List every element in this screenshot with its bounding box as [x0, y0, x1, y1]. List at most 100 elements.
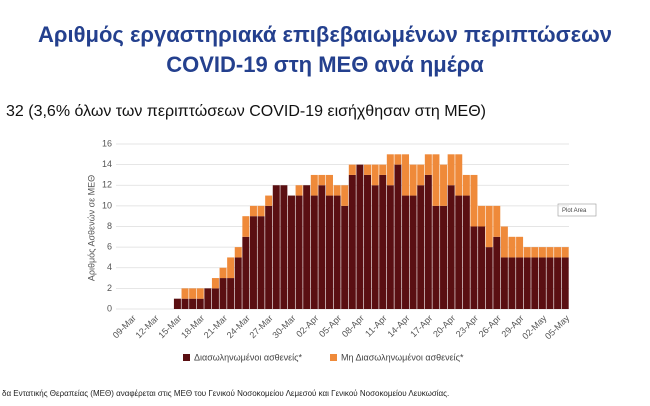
bar-segment — [409, 164, 417, 196]
legend-swatch — [330, 354, 337, 361]
x-tick-label: 11-Apr — [363, 313, 389, 339]
bar-segment — [538, 247, 546, 258]
legend-swatch — [183, 354, 190, 361]
bar-segment — [234, 257, 242, 309]
chart-title: Αριθμός εργαστηριακά επιβεβαιωμένων περι… — [38, 22, 612, 47]
bar-segment — [440, 164, 448, 206]
bar-segment — [196, 288, 204, 299]
bar-segment — [379, 174, 387, 309]
bar-segment — [280, 185, 288, 309]
bar-segment — [189, 298, 197, 309]
bar-segment — [227, 278, 235, 309]
bar-segment — [447, 154, 455, 186]
y-axis-label: Αριθμός Ασθενών σε ΜΕΘ — [86, 175, 96, 281]
bar-segment — [189, 288, 197, 299]
bar-segment — [485, 247, 493, 309]
x-tick-label: 05-Apr — [317, 313, 343, 339]
bar-segment — [386, 154, 394, 186]
bar-segment — [318, 185, 326, 309]
y-tick-label: 0 — [107, 303, 112, 313]
chart-title: COVID-19 στη ΜΕΘ ανά ημέρα — [166, 52, 484, 77]
bar-segment — [417, 185, 425, 309]
bar-segment — [173, 298, 181, 309]
bar-segment — [470, 174, 478, 227]
bar-segment — [333, 195, 341, 309]
legend-label: Διασωληνωμένοι ασθενείς* — [194, 352, 302, 362]
bar-segment — [379, 164, 387, 175]
bar-segment — [478, 226, 486, 309]
x-tick-label: 12-Mar — [133, 313, 160, 340]
x-tick-label: 30-Mar — [270, 313, 297, 340]
bar-segment — [546, 257, 554, 309]
bar-segment — [348, 164, 356, 175]
x-tick-label: 17-Apr — [408, 313, 434, 339]
bar-segment — [211, 278, 219, 289]
bar-segment — [219, 267, 227, 279]
bar-segment — [265, 195, 273, 206]
subtitle: 32 (3,6% όλων των περιπτώσεων COVID-19 ε… — [6, 103, 486, 120]
bar-segment — [424, 174, 432, 309]
bar-segment — [417, 164, 425, 186]
footnote: δα Εντατικής Θεραπείας (ΜΕΘ) αναφέρεται … — [2, 389, 449, 398]
x-tick-label: 26-Apr — [477, 313, 503, 339]
x-tick-label: 05-May — [543, 313, 572, 342]
bar-segment — [424, 154, 432, 175]
bar-segment — [303, 185, 311, 309]
bar-segment — [516, 257, 524, 309]
legend-label: Μη Διασωληνωμένοι ασθενείς* — [341, 352, 464, 362]
bar-segment — [265, 205, 273, 309]
bar-segment — [554, 257, 562, 309]
x-tick-label: 08-Apr — [340, 313, 366, 339]
bar-segment — [440, 205, 448, 309]
y-tick-label: 12 — [102, 180, 112, 190]
bar-segment — [249, 216, 257, 309]
bar-segment — [455, 154, 463, 196]
bar-segment — [181, 298, 189, 309]
bar-segment — [470, 226, 478, 309]
bar-segment — [478, 205, 486, 227]
bar-segment — [394, 164, 402, 309]
y-tick-label: 6 — [107, 242, 112, 252]
bar-segment — [386, 185, 394, 309]
bar-segment — [371, 185, 379, 309]
bar-segment — [402, 154, 410, 196]
bar-segment — [523, 257, 531, 309]
x-tick-label: 18-Mar — [179, 313, 206, 340]
bar-segment — [272, 185, 280, 309]
bar-segment — [432, 205, 440, 309]
bar-segment — [531, 247, 539, 258]
bar-segment — [325, 174, 333, 196]
bar-segment — [554, 247, 562, 258]
bar-segment — [295, 185, 303, 196]
bar-segment — [508, 257, 516, 309]
bar-segment — [500, 226, 508, 258]
bar-segment — [341, 205, 349, 309]
y-tick-label: 16 — [102, 138, 112, 148]
x-tick-label: 15-Mar — [156, 313, 183, 340]
y-tick-label: 4 — [107, 262, 112, 272]
y-tick-label: 10 — [102, 200, 112, 210]
bar-segment — [211, 288, 219, 309]
x-tick-label: 09-Mar — [111, 313, 138, 340]
bar-segment — [204, 288, 212, 309]
bar-segment — [561, 247, 569, 258]
bar-segment — [462, 195, 470, 309]
bar-segment — [333, 185, 341, 196]
bar-segment — [455, 195, 463, 309]
bar-segment — [234, 247, 242, 258]
bar-segment — [500, 257, 508, 309]
bar-segment — [181, 288, 189, 299]
annotation: Plot Area — [562, 208, 587, 214]
bar-segment — [287, 195, 295, 309]
y-tick-label: 14 — [102, 159, 112, 169]
x-tick-label: 14-Apr — [385, 313, 411, 339]
bar-segment — [325, 195, 333, 309]
bar-segment — [364, 164, 372, 175]
bar-segment — [508, 236, 516, 258]
bar-segment — [402, 195, 410, 309]
bar-segment — [356, 164, 364, 309]
bar-segment — [219, 278, 227, 309]
bar-segment — [257, 205, 265, 217]
bar-segment — [432, 154, 440, 206]
bar-segment — [485, 205, 493, 248]
